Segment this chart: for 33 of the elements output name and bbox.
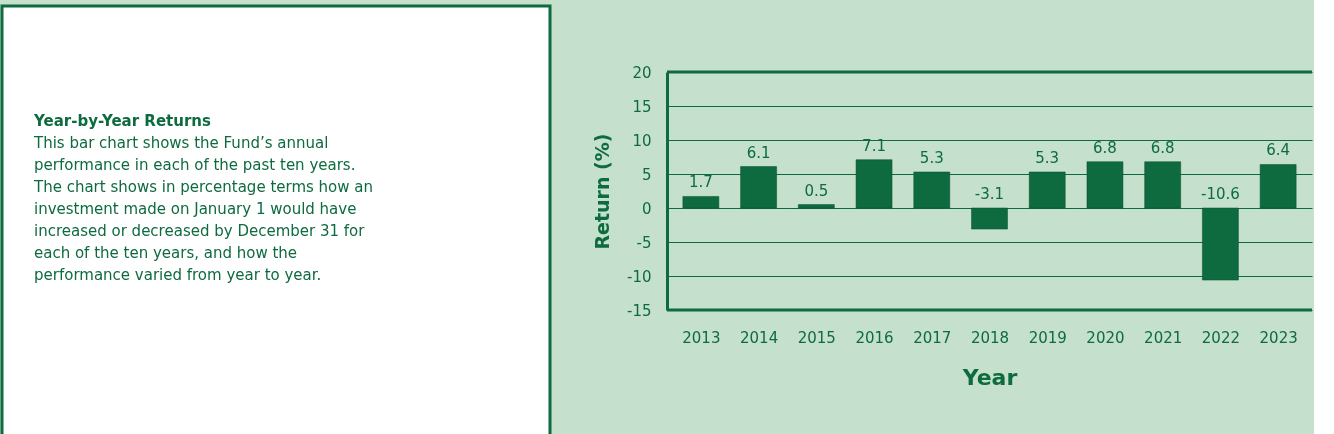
x-tick-label: 2023 bbox=[1259, 328, 1298, 347]
y-tick-label: 15 bbox=[632, 97, 652, 116]
data-label: -3.1 bbox=[974, 185, 1005, 203]
y-tick-label: 5 bbox=[641, 165, 652, 184]
data-label: 1.7 bbox=[688, 173, 713, 192]
y-tick-label: 20 bbox=[632, 63, 652, 82]
x-axis-title: Year bbox=[961, 364, 1018, 390]
x-tick-label: 2013 bbox=[682, 328, 721, 347]
x-tick-label: 2020 bbox=[1086, 328, 1125, 347]
x-tick-label: 2017 bbox=[913, 328, 952, 347]
data-label: 6.8 bbox=[1150, 138, 1175, 157]
y-tick-label: -5 bbox=[636, 233, 652, 252]
y-tick-label: 10 bbox=[632, 131, 652, 150]
y-axis-title: Return (%) bbox=[591, 133, 613, 250]
data-label: 6.1 bbox=[746, 143, 771, 162]
data-label: 6.4 bbox=[1266, 141, 1291, 160]
x-tick-label: 2014 bbox=[740, 328, 779, 347]
x-tick-label: 2022 bbox=[1201, 328, 1240, 347]
x-tick-label: 2021 bbox=[1144, 328, 1183, 347]
data-label: 5.3 bbox=[919, 148, 944, 167]
x-tick-label: 2018 bbox=[970, 328, 1010, 347]
x-tick-label: 2019 bbox=[1028, 328, 1067, 347]
data-label: 5.3 bbox=[1035, 148, 1060, 167]
text: Year-by-Year Returns bbox=[33, 111, 211, 130]
data-label: -10.6 bbox=[1201, 185, 1240, 203]
data-label: 6.8 bbox=[1093, 138, 1117, 157]
data-label: 0.5 bbox=[804, 181, 829, 200]
y-tick-label: 0 bbox=[641, 199, 652, 218]
text: This bar chart shows the Fund’s annual performance in each of the past ten years. The chart shows in percentage terms how an investment made on January 1 would have increased or decreased by December 31 for each of the ten years, and how the performance varied from year to year. bbox=[33, 133, 374, 284]
y-tick-label: -10 bbox=[627, 267, 652, 286]
x-tick-label: 2015 bbox=[797, 328, 836, 347]
x-tick-label: 2016 bbox=[855, 328, 894, 347]
y-tick-label: -15 bbox=[627, 301, 652, 320]
